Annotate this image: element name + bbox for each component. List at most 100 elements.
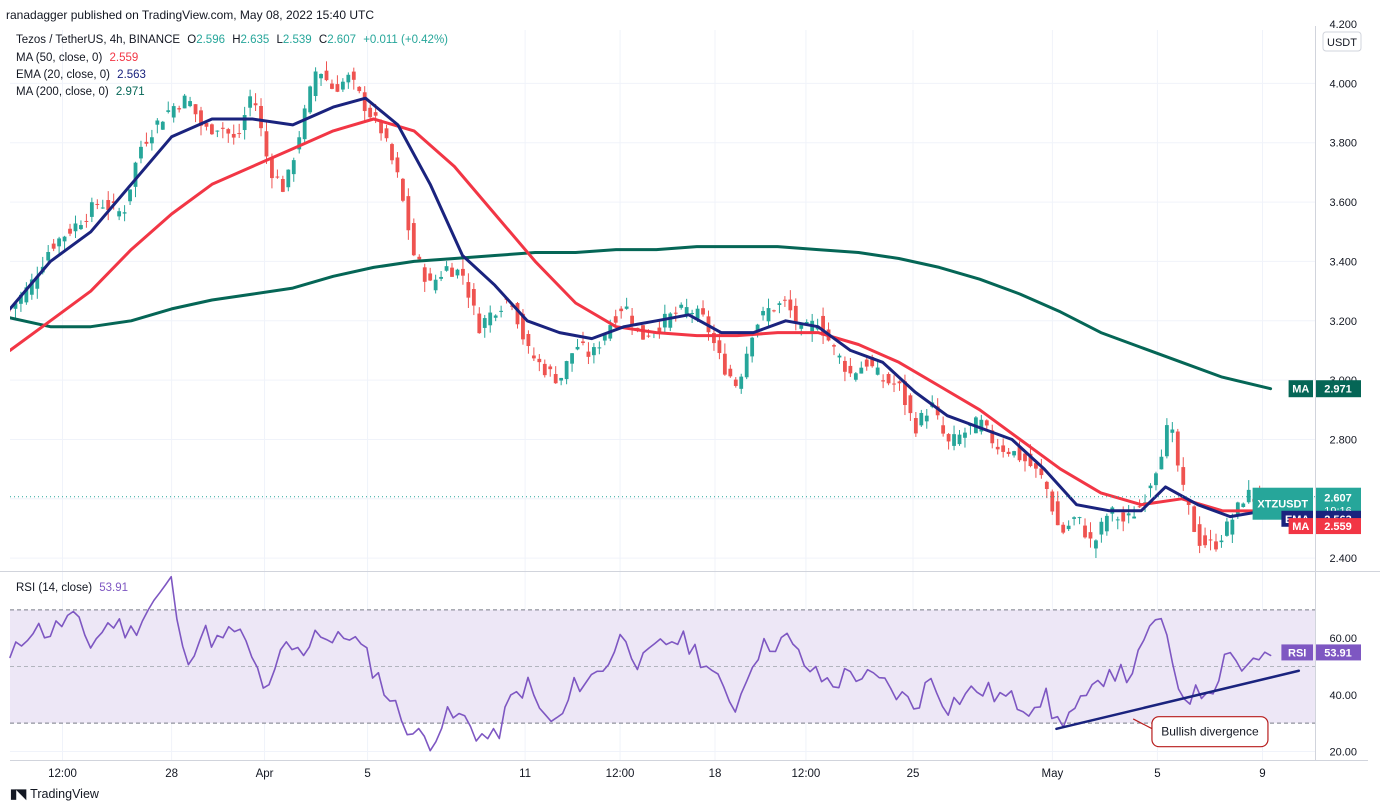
candle[interactable] — [772, 310, 776, 312]
candle[interactable] — [193, 104, 198, 115]
candle[interactable] — [471, 288, 476, 306]
candle[interactable] — [1028, 453, 1033, 467]
candle[interactable] — [542, 363, 547, 376]
candle[interactable] — [919, 412, 924, 426]
candle[interactable] — [368, 107, 373, 118]
candle[interactable] — [13, 303, 18, 309]
candle[interactable] — [837, 355, 842, 358]
candle[interactable] — [340, 81, 345, 90]
candle[interactable] — [319, 73, 323, 79]
candle[interactable] — [1077, 517, 1082, 519]
candle[interactable] — [35, 276, 40, 289]
candle[interactable] — [1099, 521, 1104, 535]
candle[interactable] — [122, 212, 127, 214]
candle[interactable] — [1115, 519, 1120, 521]
candle[interactable] — [712, 332, 716, 344]
candle[interactable] — [1088, 532, 1093, 539]
candle[interactable] — [117, 211, 122, 217]
candle[interactable] — [1148, 485, 1153, 489]
candle[interactable] — [29, 279, 34, 295]
candle[interactable] — [624, 306, 629, 309]
candle[interactable] — [373, 112, 378, 116]
candle[interactable] — [793, 305, 798, 323]
candle[interactable] — [701, 308, 705, 315]
candle[interactable] — [924, 415, 929, 422]
candle[interactable] — [537, 358, 542, 363]
candle[interactable] — [1137, 506, 1142, 508]
currency-badge[interactable]: USDT — [1322, 31, 1362, 52]
candle[interactable] — [690, 313, 695, 315]
candle[interactable] — [330, 83, 334, 89]
candle[interactable] — [204, 122, 209, 127]
rsi-legend[interactable]: RSI (14, close) 53.91 — [16, 582, 128, 594]
candle[interactable] — [308, 86, 313, 113]
candle[interactable] — [657, 327, 662, 332]
candle[interactable] — [864, 359, 869, 367]
candle[interactable] — [24, 287, 29, 303]
candle[interactable] — [1170, 429, 1175, 433]
candle[interactable] — [668, 313, 673, 328]
candle[interactable] — [559, 377, 564, 381]
candle[interactable] — [744, 353, 749, 378]
candle[interactable] — [897, 381, 902, 384]
candle[interactable] — [995, 446, 1000, 450]
candle[interactable] — [586, 351, 591, 357]
candle[interactable] — [1132, 516, 1137, 519]
candle[interactable] — [990, 430, 995, 444]
candle[interactable] — [384, 128, 389, 139]
candle[interactable] — [581, 341, 585, 343]
candle[interactable] — [903, 381, 907, 406]
candle[interactable] — [1192, 506, 1197, 532]
candle[interactable] — [1219, 540, 1224, 543]
candle[interactable] — [1203, 535, 1207, 546]
candle[interactable] — [417, 256, 422, 260]
candle[interactable] — [362, 92, 367, 112]
candle[interactable] — [68, 228, 72, 234]
candle[interactable] — [95, 203, 100, 205]
candle[interactable] — [450, 267, 454, 277]
candle[interactable] — [602, 334, 607, 341]
ma200-legend[interactable]: MA (200, close, 0) 2.971 — [16, 86, 145, 98]
candle[interactable] — [62, 236, 67, 242]
candle[interactable] — [144, 141, 149, 144]
candle[interactable] — [979, 419, 984, 432]
candle[interactable] — [270, 158, 274, 179]
candle[interactable] — [1159, 456, 1164, 470]
candle[interactable] — [848, 365, 853, 374]
candle[interactable] — [777, 303, 782, 305]
candle[interactable] — [73, 223, 78, 232]
candle[interactable] — [1023, 453, 1027, 462]
candle[interactable] — [1017, 446, 1022, 461]
candle[interactable] — [679, 304, 684, 308]
candle[interactable] — [564, 361, 569, 380]
candle[interactable] — [733, 379, 738, 386]
ma50-line[interactable] — [10, 117, 1273, 513]
rsi-pane[interactable]: Bullish divergence — [9, 575, 1315, 752]
candle[interactable] — [515, 303, 520, 325]
candle[interactable] — [395, 157, 400, 173]
candle[interactable] — [259, 105, 263, 129]
ma200-line[interactable] — [10, 245, 1273, 391]
candle[interactable] — [984, 420, 989, 426]
bullish-trend-line[interactable] — [1055, 669, 1301, 731]
candle[interactable] — [570, 353, 574, 364]
candle[interactable] — [1104, 515, 1109, 532]
candle[interactable] — [728, 368, 733, 377]
candle[interactable] — [1050, 491, 1055, 512]
candle[interactable] — [673, 312, 678, 314]
candle[interactable] — [155, 120, 160, 125]
candle[interactable] — [188, 101, 192, 107]
ma50-price-tag[interactable]: MA 2.559 — [1288, 518, 1361, 535]
candle[interactable] — [1094, 540, 1098, 549]
candle[interactable] — [766, 308, 771, 322]
candle[interactable] — [46, 251, 51, 261]
candle[interactable] — [275, 176, 280, 178]
candle[interactable] — [1066, 525, 1071, 530]
candle[interactable] — [717, 340, 722, 354]
candle[interactable] — [139, 146, 143, 159]
candle[interactable] — [755, 324, 760, 332]
candle[interactable] — [444, 266, 449, 271]
candle[interactable] — [171, 106, 176, 118]
candle[interactable] — [210, 124, 214, 135]
candle[interactable] — [782, 299, 787, 301]
